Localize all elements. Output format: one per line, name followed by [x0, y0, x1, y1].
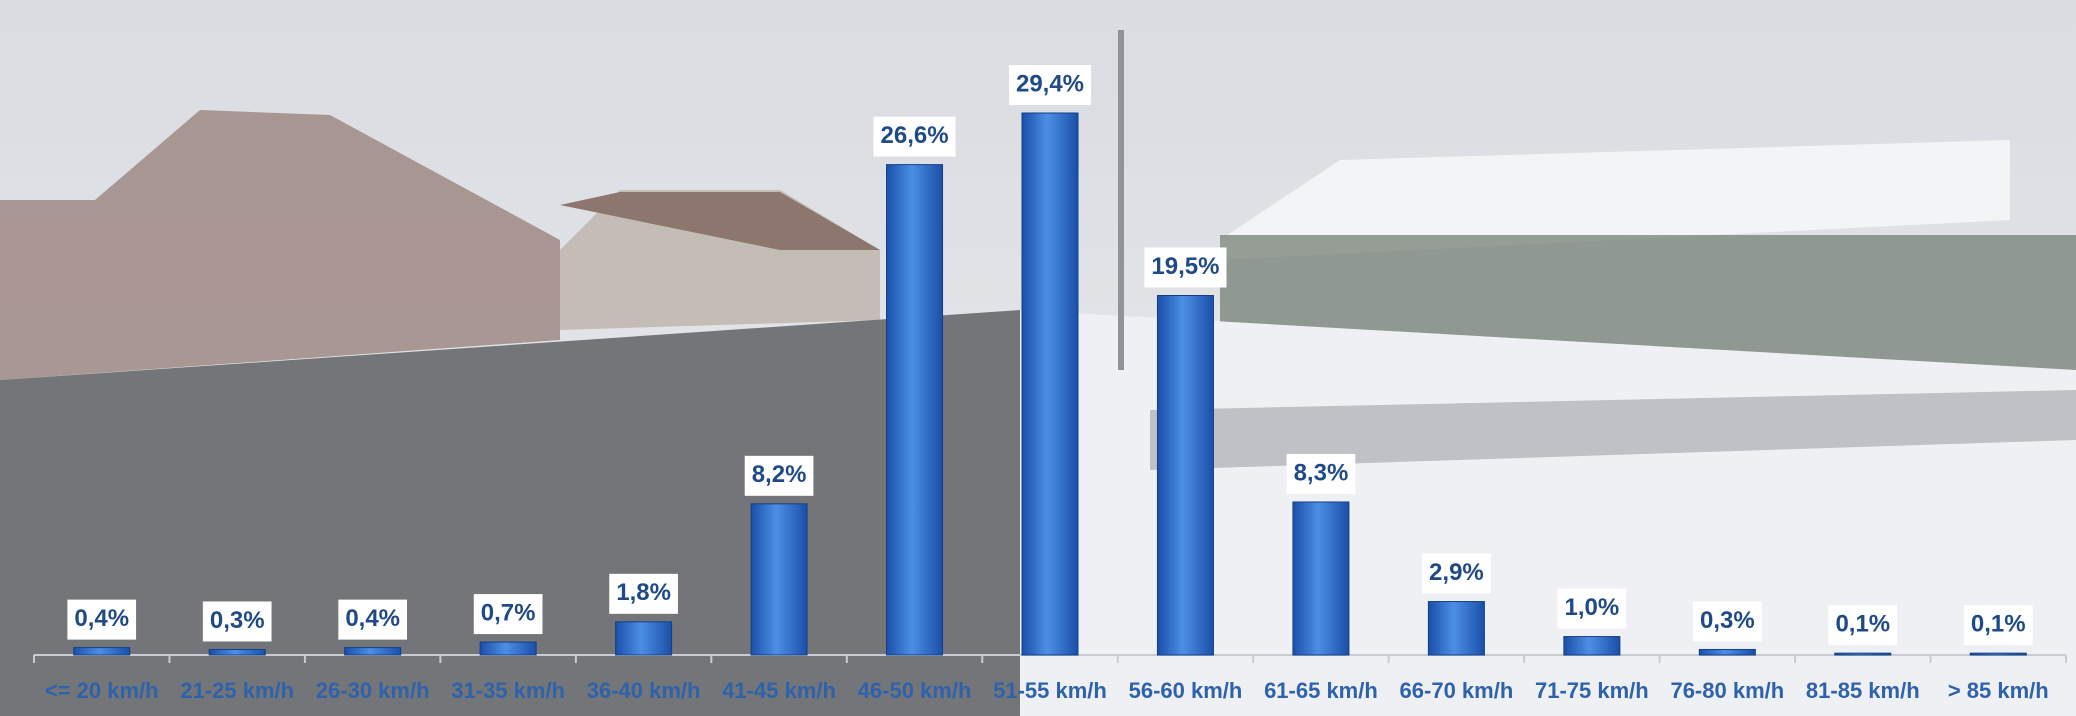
value-label-box — [609, 573, 678, 614]
bar — [479, 641, 537, 656]
plot-area: <= 20 km/h 0,4% 21-25 km/h 0,3% 26-30 km/h 0,… — [33, 65, 2067, 703]
value-label-box — [1144, 247, 1227, 288]
value-label-box — [67, 599, 137, 640]
bar — [1156, 295, 1214, 656]
value-label: 1,0% — [1565, 594, 1620, 621]
x-tick-label: 61-65 km/h — [1264, 678, 1378, 703]
bar — [208, 648, 266, 656]
value-label: 0,7% — [481, 599, 536, 626]
value-label-box — [338, 599, 408, 640]
value-label: 0,1% — [1971, 611, 2026, 638]
value-label: 8,3% — [1294, 459, 1349, 486]
x-tick-label: 51-55 km/h — [993, 678, 1107, 703]
bar — [344, 647, 402, 656]
x-tick-label: 31-35 km/h — [451, 678, 565, 703]
bar — [1563, 636, 1621, 656]
value-label: 0,3% — [1700, 607, 1755, 634]
value-label: 0,4% — [345, 605, 400, 632]
value-label: 8,2% — [752, 461, 807, 488]
bar — [73, 647, 131, 656]
bar — [615, 621, 673, 656]
value-label-box — [873, 116, 956, 157]
value-label: 0,1% — [1835, 611, 1890, 638]
x-tick-label: > 85 km/h — [1948, 678, 2049, 703]
value-label: 26,6% — [881, 122, 949, 149]
x-tick-label: <= 20 km/h — [45, 678, 159, 703]
bar — [1292, 501, 1350, 656]
bar — [1021, 112, 1079, 656]
value-label: 29,4% — [1016, 70, 1084, 97]
bar — [886, 164, 944, 656]
x-tick-label: 36-40 km/h — [587, 678, 701, 703]
bar — [1427, 601, 1485, 656]
value-label: 19,5% — [1151, 253, 1219, 280]
bar — [1834, 652, 1892, 656]
x-tick-label: 76-80 km/h — [1670, 678, 1784, 703]
x-tick-label: 21-25 km/h — [180, 678, 294, 703]
value-label: 0,4% — [74, 605, 129, 632]
value-label: 2,9% — [1429, 559, 1484, 586]
x-tick-label: 26-30 km/h — [316, 678, 430, 703]
x-tick-label: 56-60 km/h — [1129, 678, 1243, 703]
x-tick-label: 41-45 km/h — [722, 678, 836, 703]
value-label: 1,8% — [616, 579, 671, 606]
value-label-box — [1286, 453, 1356, 494]
value-label-box — [744, 455, 814, 496]
value-label-box — [473, 594, 543, 635]
value-label-box — [1422, 553, 1491, 594]
bar — [1969, 652, 2027, 656]
bar — [1698, 648, 1756, 656]
value-label-box — [1008, 65, 1092, 105]
value-label-box — [1692, 601, 1762, 642]
x-tick-label: 66-70 km/h — [1400, 678, 1514, 703]
value-label: 0,3% — [210, 607, 265, 634]
value-label-box — [1557, 588, 1627, 629]
value-label-box — [1963, 605, 2033, 646]
x-tick-label: 71-75 km/h — [1535, 678, 1649, 703]
bar — [750, 503, 808, 656]
x-tick-label: 81-85 km/h — [1806, 678, 1920, 703]
value-label-box — [202, 601, 272, 642]
value-label-box — [1828, 605, 1898, 646]
x-tick-label: 46-50 km/h — [858, 678, 972, 703]
